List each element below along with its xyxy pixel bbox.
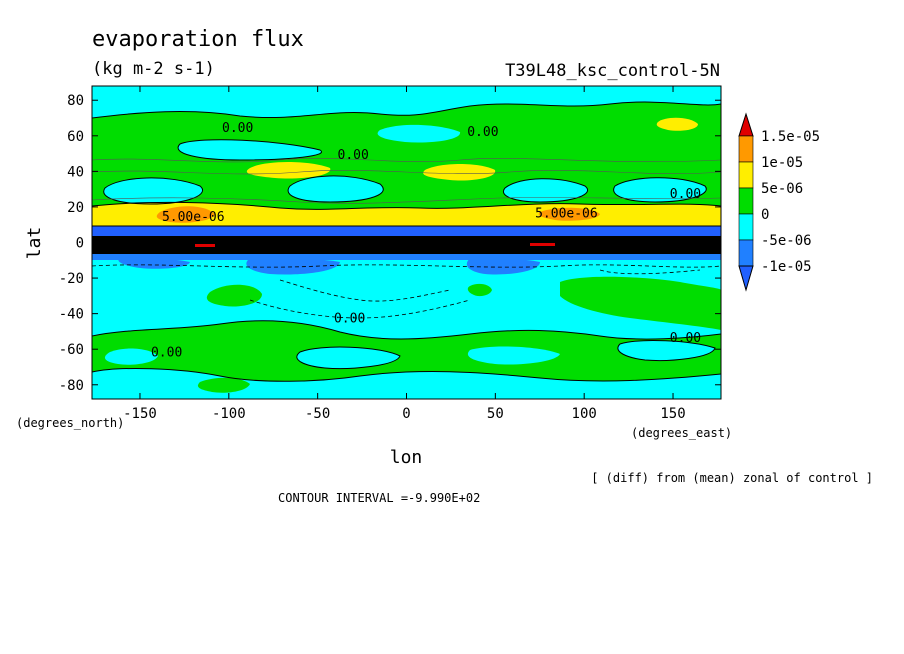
mark-red-2 <box>530 243 555 246</box>
lens-yellow-1 <box>246 162 331 179</box>
y-tick-label: 80 <box>67 93 84 109</box>
y-tick-label: -20 <box>59 271 84 287</box>
contour-lines-negative <box>92 264 721 319</box>
colorbar-label: -5e-06 <box>761 233 812 249</box>
colorbar-segment <box>738 135 754 163</box>
colorbar-segment <box>738 213 754 241</box>
band-blue-south <box>92 254 721 260</box>
y-tick-label: -80 <box>59 378 84 394</box>
x-tick-label: 0 <box>402 406 410 422</box>
patch-green-s80 <box>197 377 250 393</box>
x-tick-label: -100 <box>212 406 246 422</box>
contour-interval-note: CONTOUR INTERVAL =-9.990E+02 <box>278 491 480 505</box>
x-tick-label: -50 <box>305 406 330 422</box>
colorbar-bottom-arrow <box>738 265 754 292</box>
x-axis: -150 -100 -50 0 50 100 150 <box>123 86 686 422</box>
colorbar-label: 5e-06 <box>761 181 803 197</box>
band-blue-5n <box>92 226 721 238</box>
contour-labels: 0.00 0.00 0.00 0.00 5.00e-06 5.00e-06 0.00 0.00… <box>151 121 701 360</box>
patch-blue-south-3 <box>118 258 190 269</box>
lens-yellow-2 <box>423 164 496 181</box>
y-axis: 80 60 40 20 0 -20 -40 -60 -80 <box>59 93 721 394</box>
x-axis-label: lon <box>390 447 423 468</box>
chart-subtitle: (kg m-2 s-1) <box>92 59 215 79</box>
colorbar-label: 1.5e-05 <box>761 129 820 145</box>
contour-label: 0.00 <box>670 331 701 346</box>
patch-green-s25 <box>467 283 492 297</box>
band-black-equator <box>92 236 721 254</box>
lobe-cyan-3 <box>503 178 588 202</box>
contour-label: 5.00e-06 <box>162 210 225 225</box>
experiment-label: T39L48_ksc_control-5N <box>505 61 720 81</box>
patch-orange-1 <box>156 206 215 223</box>
colorbar-segment <box>738 161 754 189</box>
contour-label: 5.00e-06 <box>535 207 598 222</box>
patch-cyan-55n <box>178 139 322 160</box>
y-tick-label: -60 <box>59 342 84 358</box>
y-tick-label: 0 <box>76 236 84 252</box>
x-tick-label: -150 <box>123 406 157 422</box>
colorbar-legend: 1.5e-05 1e-05 5e-06 0 -5e-06 -1e-05 <box>738 112 820 292</box>
lobe-cyan-2 <box>288 175 384 202</box>
y-unit-label: (degrees_north) <box>16 416 124 430</box>
patch-green-s30 <box>206 284 262 307</box>
contour-label: 0.00 <box>670 187 701 202</box>
mark-red-1 <box>195 244 215 247</box>
contour-label: 0.00 <box>222 121 253 136</box>
y-tick-label: -40 <box>59 307 84 323</box>
contour-lines-thin <box>92 157 721 204</box>
patch-cyan-s60-4 <box>617 340 715 361</box>
contour-label: 0.00 <box>467 125 498 140</box>
patch-orange-2 <box>538 207 600 221</box>
lobe-cyan-4 <box>613 177 707 202</box>
contour-lines <box>92 101 721 382</box>
colorbar-segment <box>738 239 754 267</box>
colorbar-label: 1e-05 <box>761 155 803 171</box>
patch-cyan-s60-2 <box>296 347 400 369</box>
colorbar-top-arrow <box>738 112 754 137</box>
band-cyan-south-pole <box>92 368 721 399</box>
x-tick-label: 150 <box>660 406 685 422</box>
colorbar-label: 0 <box>761 207 769 223</box>
patch-blue-south-2 <box>466 258 540 275</box>
chart-title: evaporation flux <box>92 27 304 52</box>
contour-label: 0.00 <box>334 312 365 327</box>
lens-yellow-3 <box>656 117 698 131</box>
patch-green-s35 <box>560 276 721 330</box>
y-axis-label: lat <box>24 227 45 260</box>
y-tick-label: 40 <box>67 164 84 180</box>
y-tick-label: 20 <box>67 200 84 216</box>
x-tick-label: 50 <box>487 406 504 422</box>
colorbar-segment <box>738 187 754 215</box>
contour-field <box>92 86 721 399</box>
patch-cyan-s60-3 <box>467 346 560 365</box>
x-unit-label: (degrees_east) <box>631 426 732 440</box>
contour-label: 0.00 <box>151 345 182 360</box>
contour-label: 0.00 <box>338 148 369 163</box>
patch-cyan-60n <box>377 124 461 143</box>
x-tick-label: 100 <box>572 406 597 422</box>
difference-note: [ (diff) from (mean) zonal of control ] <box>591 471 873 485</box>
patch-blue-south-1 <box>246 258 340 275</box>
patch-cyan-s60-1 <box>104 348 158 365</box>
y-tick-label: 60 <box>67 129 84 145</box>
colorbar-label: -1e-05 <box>761 259 812 275</box>
